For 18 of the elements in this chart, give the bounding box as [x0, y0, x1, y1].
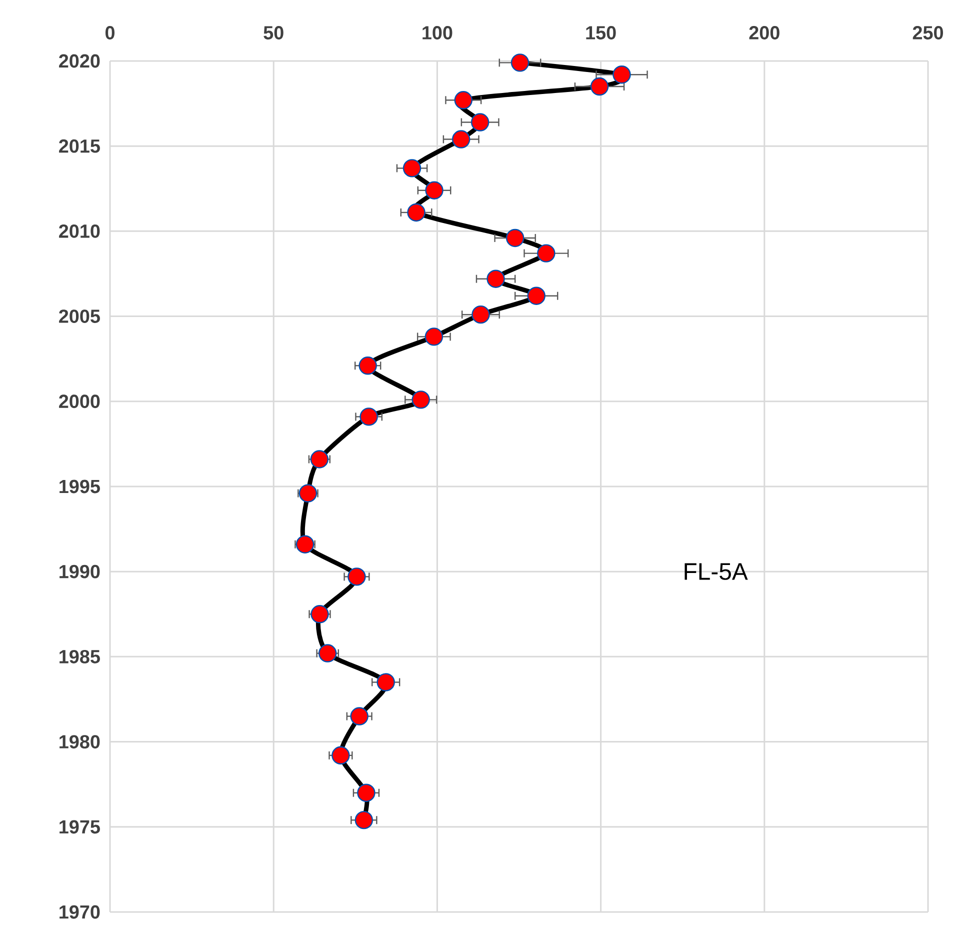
- x-tick-label: 200: [749, 26, 780, 40]
- y-tick-label: 2015: [59, 139, 100, 153]
- annotation: FL-5A: [684, 563, 748, 580]
- x-tick-label: 0: [105, 26, 114, 40]
- y-tick-label: 1995: [60, 480, 100, 494]
- y-tick-label: 1985: [60, 650, 100, 664]
- y-tick-label: 1990: [60, 564, 100, 578]
- y-tick-label: 1970: [60, 905, 100, 919]
- x-tick-label: 250: [912, 26, 944, 40]
- y-tick-label: 2020: [59, 54, 100, 68]
- y-tick-label: 1975: [60, 820, 100, 834]
- y-tick-label: 1980: [60, 735, 100, 748]
- y-tick-label: 2010: [59, 224, 100, 238]
- x-tick-label: 50: [264, 26, 284, 40]
- x-tick-label: 150: [586, 26, 616, 40]
- y-tick-label: 2000: [59, 394, 100, 408]
- x-tick-label: 100: [422, 26, 452, 40]
- y-tick-label: 2005: [59, 310, 100, 323]
